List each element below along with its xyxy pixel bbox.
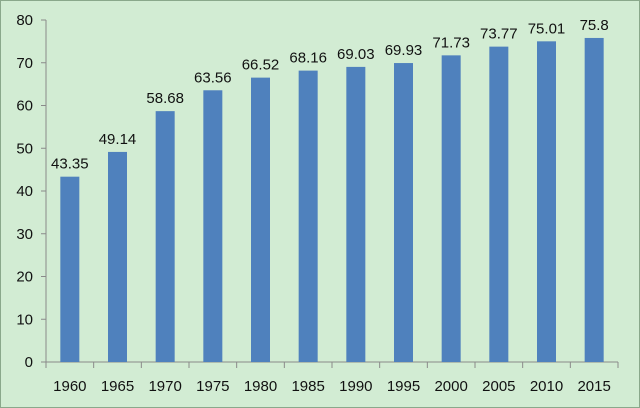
x-tick-label: 2000 <box>434 378 467 395</box>
x-tick-label: 2015 <box>577 378 610 395</box>
bar <box>489 46 509 363</box>
x-tick-label: 1965 <box>101 378 134 395</box>
data-label: 69.03 <box>337 46 375 63</box>
bar <box>298 70 318 362</box>
x-tick-label: 1960 <box>53 378 86 395</box>
bar <box>251 77 270 362</box>
data-label: 73.77 <box>480 26 518 43</box>
data-label: 75.01 <box>528 20 566 37</box>
x-tick-label: 2010 <box>530 378 563 395</box>
data-label: 71.73 <box>432 34 470 51</box>
bar <box>108 151 127 362</box>
y-tick-label: 0 <box>25 354 33 371</box>
bar <box>346 66 366 362</box>
x-tick-label: 1980 <box>244 378 277 395</box>
x-tick-label: 1990 <box>339 378 372 395</box>
bar <box>441 55 461 362</box>
data-label: 75.8 <box>580 17 609 34</box>
data-label: 68.16 <box>289 50 327 67</box>
bar <box>155 111 175 362</box>
bar <box>537 41 556 363</box>
bar <box>203 90 223 362</box>
y-tick-label: 80 <box>16 12 33 29</box>
y-tick-label: 60 <box>16 98 33 115</box>
data-label: 66.52 <box>242 57 280 74</box>
y-tick-label: 10 <box>16 311 33 328</box>
x-tick-label: 2005 <box>482 378 515 395</box>
bar <box>584 37 604 363</box>
y-tick-label: 50 <box>16 140 33 157</box>
bar <box>60 176 80 362</box>
y-tick-label: 20 <box>16 269 33 286</box>
data-label: 69.93 <box>385 42 423 59</box>
bar <box>394 63 413 362</box>
y-tick-label: 70 <box>16 55 33 72</box>
x-tick-label: 1995 <box>387 378 420 395</box>
y-tick-label: 40 <box>16 183 33 200</box>
x-tick-label: 1975 <box>196 378 229 395</box>
data-label: 63.56 <box>194 69 232 86</box>
data-label: 58.68 <box>146 90 184 107</box>
x-tick-label: 1985 <box>291 378 324 395</box>
data-label: 49.14 <box>99 131 137 148</box>
data-label: 43.35 <box>51 156 89 173</box>
x-tick-label: 1970 <box>148 378 181 395</box>
y-tick-label: 30 <box>16 226 33 243</box>
